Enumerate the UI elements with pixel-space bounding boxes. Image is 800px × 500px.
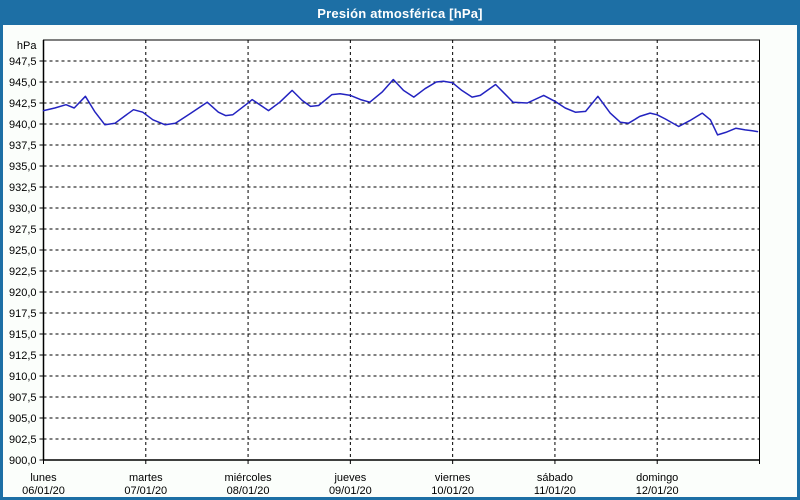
- x-date-label: 07/01/20: [124, 485, 167, 497]
- pressure-chart: 947,5 945,0 942,5 940,0 937,5 935,0 932,5 930,0…: [9, 39, 760, 497]
- y-axis-label: 932,5: [9, 182, 37, 194]
- y-axis-label: 900,0: [9, 455, 37, 467]
- y-axis-label: 927,5: [9, 224, 37, 236]
- y-axis-label: 942,5: [9, 98, 37, 110]
- y-axis-label: 945,0: [9, 77, 37, 89]
- x-day-label: miércoles: [225, 472, 273, 484]
- y-axis-label: 922,5: [9, 266, 37, 278]
- x-day-label: jueves: [333, 472, 366, 484]
- y-axis-label: 935,0: [9, 161, 37, 173]
- y-axis-label: 925,0: [9, 245, 37, 257]
- y-axis-label: 937,5: [9, 140, 37, 152]
- y-unit-label: hPa: [17, 40, 37, 52]
- x-date-label: 08/01/20: [227, 485, 270, 497]
- y-axis-label: 940,0: [9, 119, 37, 131]
- x-day-label: sábado: [537, 472, 573, 484]
- x-day-label: domingo: [636, 472, 678, 484]
- y-axis-label: 930,0: [9, 203, 37, 215]
- x-day-label: viernes: [435, 472, 471, 484]
- titlebar: Presión atmosférica [hPa]: [3, 3, 797, 25]
- x-date-label: 06/01/20: [22, 485, 65, 497]
- y-axis-label: 920,0: [9, 287, 37, 299]
- y-axis-label: 917,5: [9, 308, 37, 320]
- y-axis-label: 902,5: [9, 434, 37, 446]
- y-axis-label: 905,0: [9, 413, 37, 425]
- pressure-line: [42, 78, 759, 136]
- x-date-label: 10/01/20: [431, 485, 474, 497]
- y-axis-label: 910,0: [9, 371, 37, 383]
- x-day-label: martes: [129, 472, 163, 484]
- y-axis-label: 912,5: [9, 350, 37, 362]
- x-date-label: 11/01/20: [534, 485, 576, 497]
- x-date-label: 12/01/20: [636, 485, 679, 497]
- y-axis-label: 907,5: [9, 392, 37, 404]
- x-day-label: lunes: [30, 472, 57, 484]
- y-axis-label: 915,0: [9, 329, 37, 341]
- window-title: Presión atmosférica [hPa]: [317, 6, 483, 21]
- y-axis-label: 947,5: [9, 56, 37, 68]
- x-date-label: 09/01/20: [329, 485, 372, 497]
